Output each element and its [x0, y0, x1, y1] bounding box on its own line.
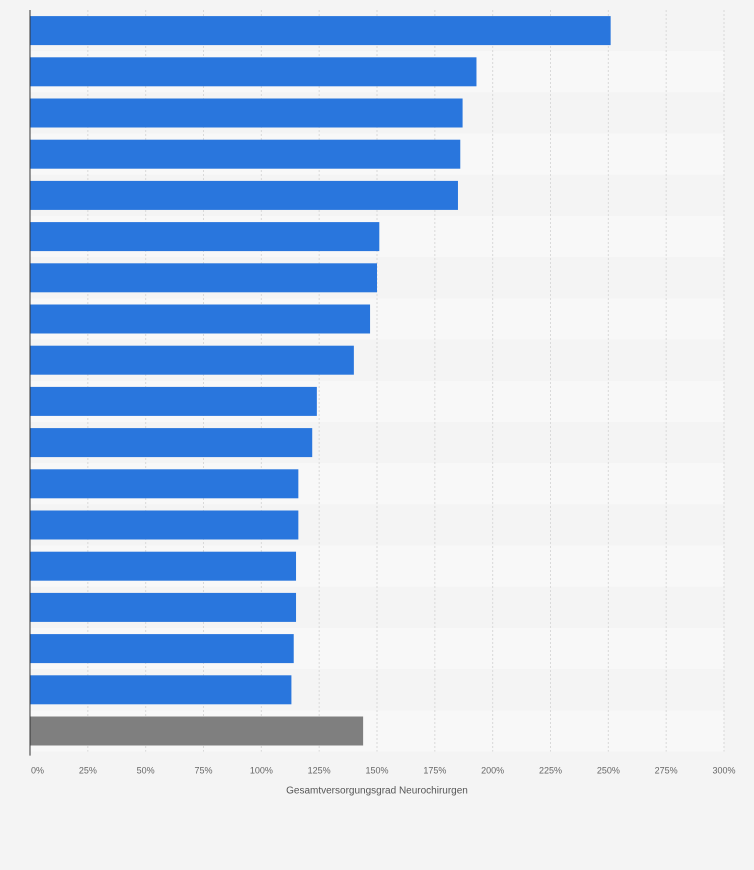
bar [30, 222, 380, 252]
x-tick-label: 175% [423, 766, 446, 776]
x-tick-label: 125% [308, 766, 331, 776]
x-axis-title: Gesamtversorgungsgrad Neurochirurgen [286, 786, 468, 797]
bar [30, 386, 317, 416]
x-tick-label: 75% [194, 766, 212, 776]
x-tick-label: 250% [597, 766, 620, 776]
x-tick-label: 275% [655, 766, 678, 776]
x-tick-label: 25% [79, 766, 97, 776]
x-tick-label: 300% [712, 766, 735, 776]
bar [30, 304, 371, 334]
bar [30, 16, 611, 46]
bars [30, 16, 611, 746]
x-tick-label: 225% [539, 766, 562, 776]
bar-total [30, 716, 364, 746]
bar [30, 592, 297, 622]
bar [30, 510, 299, 540]
x-tick-label: 150% [365, 766, 388, 776]
x-tick-labels: 0% 25% 50% 75% 100% 125% 150% 175% 200% 225% 250% 2… [31, 766, 736, 776]
bar [30, 139, 461, 169]
bar [30, 263, 377, 293]
x-tick-label: 50% [137, 766, 155, 776]
bar [30, 469, 299, 499]
gridlines [87, 10, 725, 752]
bar [30, 180, 458, 210]
x-tick-label: 200% [481, 766, 504, 776]
x-tick-label: 0% [31, 766, 44, 776]
x-tick-label: 100% [250, 766, 273, 776]
bar [30, 551, 297, 581]
bar [30, 634, 294, 664]
bar [30, 675, 292, 705]
bar [30, 57, 477, 87]
bar [30, 345, 354, 375]
bar [30, 98, 463, 128]
bar [30, 428, 313, 458]
